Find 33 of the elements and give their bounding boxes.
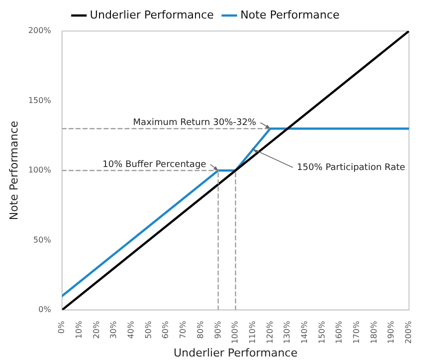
x-tick-label: 40% [126,320,136,339]
annotation: 150% Participation Rate [296,162,406,173]
x-tick-label: 190% [386,320,396,344]
x-tick-label: 20% [92,320,101,339]
x-tick-label: 70% [178,320,188,339]
x-tick-label: 160% [334,320,344,344]
x-tick-label: 180% [369,320,378,344]
y-tick-label: 100% [28,166,52,175]
x-tick-label: 50% [144,320,153,339]
x-tick-label: 10% [74,320,84,339]
x-tick-label: 80% [196,320,205,339]
legend-label: Note Performance [240,8,340,22]
x-tick-label: 110% [248,320,257,344]
y-tick-label: 0% [38,305,52,314]
x-tick-label: 140% [300,320,309,344]
y-tick-label: 150% [28,96,52,105]
y-tick-label: 50% [33,235,52,244]
x-tick-label: 90% [213,320,222,339]
y-axis-title: Note Performance [7,120,20,220]
y-tick-label: 200% [28,26,52,36]
x-tick-label: 170% [352,320,362,344]
x-axis-title: Underlier Performance [174,346,298,360]
annotation: Maximum Return 30%-32% [133,118,257,128]
x-tick-label: 130% [282,320,292,344]
x-tick-label: 120% [265,320,274,344]
x-tick-label: 150% [317,320,326,344]
legend-label: Underlier Performance [90,8,214,22]
x-tick-label: 30% [109,320,118,339]
x-tick-label: 60% [161,320,170,339]
x-tick-label: 200% [404,320,414,344]
annotation: 10% Buffer Percentage [102,160,207,170]
x-tick-label: 0% [57,320,66,334]
x-tick-label: 100% [230,320,240,344]
